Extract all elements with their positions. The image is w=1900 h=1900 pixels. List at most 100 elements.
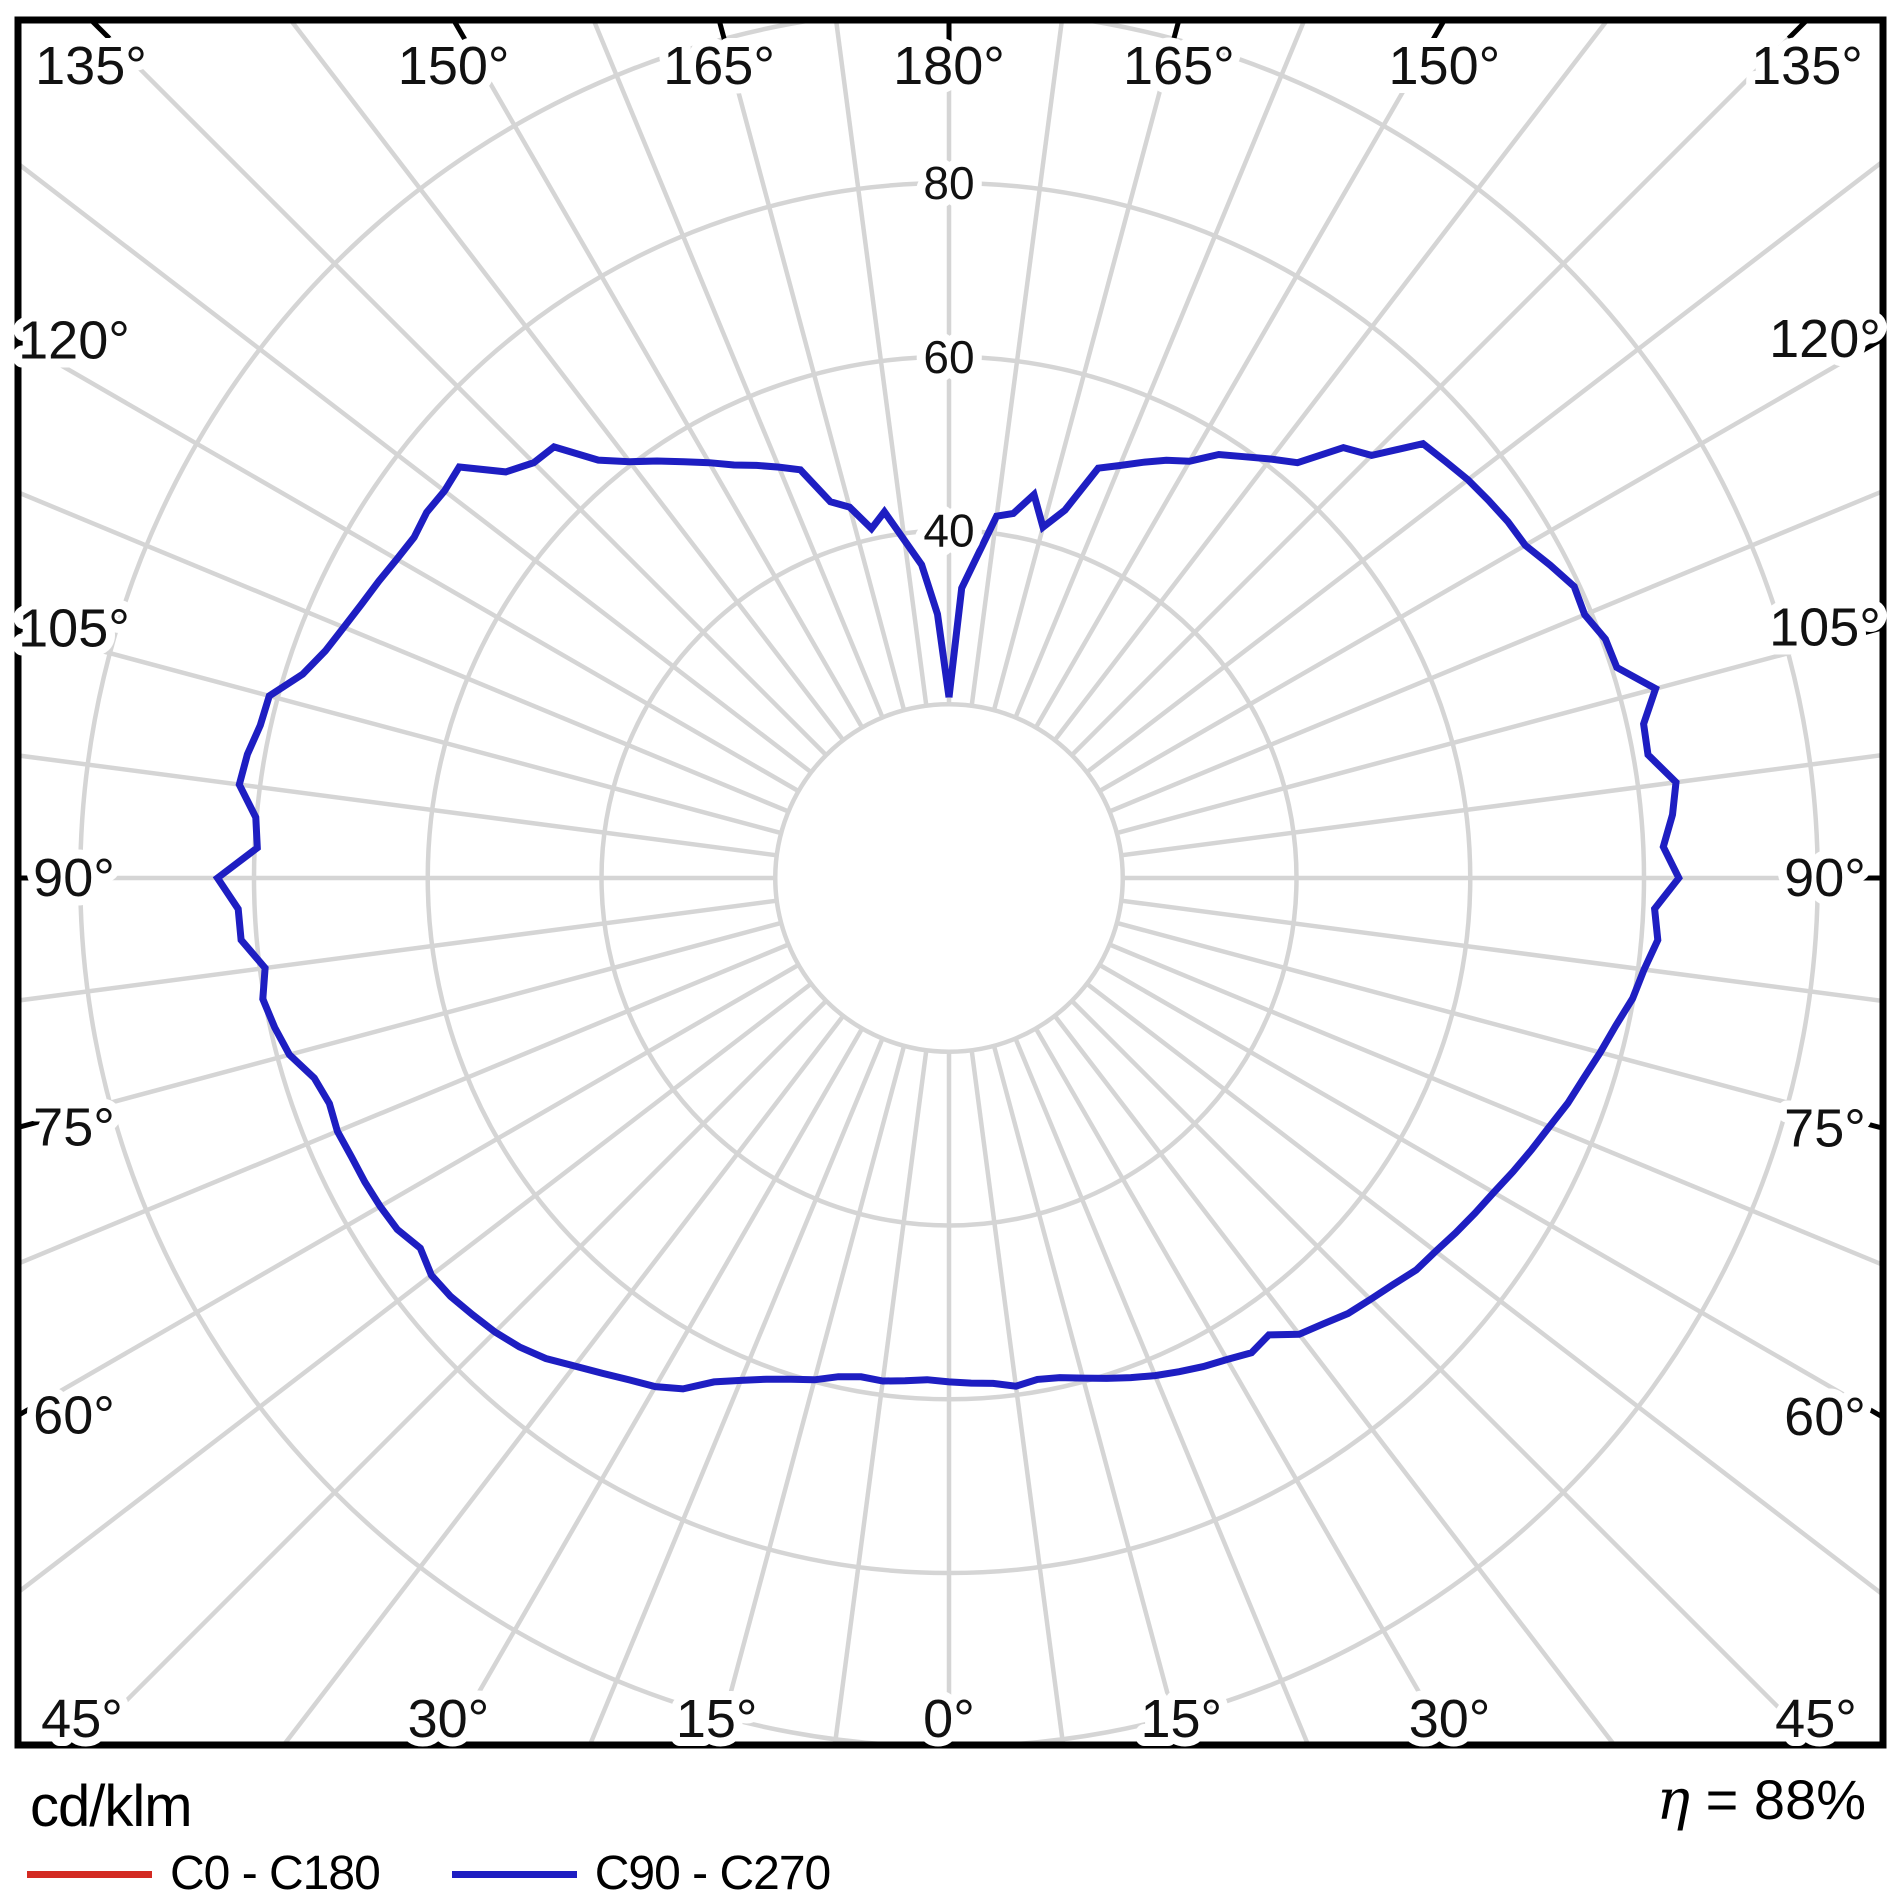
legend-item-c90-c270: C90 - C270 [451, 1847, 831, 1900]
efficiency-label: η = 88% [1657, 1772, 1866, 1829]
angle-label-180-right: 180° [893, 36, 1005, 96]
angle-label-150-left: 150° [398, 36, 510, 96]
angle-label-15-left: 15° [676, 1689, 758, 1749]
polar-ray-277.5 [18, 898, 778, 1003]
polar-ray-150 [1033, 20, 1447, 729]
angle-label-105-right: 105° [1769, 598, 1881, 658]
legend-item-c0-c180: C0 - C180 [27, 1847, 381, 1900]
angle-label-135-left: 135° [35, 36, 147, 96]
angle-tick-120-left [16, 338, 42, 356]
polar-ray-165 [991, 20, 1182, 711]
angle-label-45-left: 45° [41, 1689, 123, 1749]
angle-label-30-right: 30° [1409, 1689, 1491, 1749]
c90-c270-line-swatch [451, 1870, 577, 1878]
angle-label-150-right: 150° [1389, 36, 1501, 96]
polar-ray-247.5 [18, 489, 790, 814]
polar-ray-307.5 [18, 981, 813, 1596]
polar-ray-97.5 [1120, 752, 1883, 858]
angle-tick-150-right [1429, 18, 1447, 44]
angle-tick-165-right [1169, 19, 1182, 46]
polar-ray-225 [87, 20, 828, 757]
angle-tick-30-left [446, 1721, 464, 1747]
polar-ray-345 [714, 1045, 907, 1745]
polar-ray-322.5 [280, 1014, 846, 1745]
polar-ray-240 [18, 337, 800, 794]
efficiency-value: = 88% [1705, 1768, 1866, 1831]
polar-ray-75 [1116, 920, 1883, 1131]
polar-ray-67.5 [1108, 942, 1883, 1268]
legend-label-c90-c270: C90 - C270 [594, 1847, 831, 1900]
angle-label-75-right: 75° [1784, 1098, 1866, 1158]
polar-ray-187.5 [833, 20, 929, 707]
angle-label-60-left: 60° [33, 1386, 115, 1446]
polar-ray-142.5 [1052, 20, 1611, 742]
angle-tick-15-right [1172, 1719, 1184, 1746]
angle-tick-75-left [17, 1118, 44, 1130]
radial-labels: 40 60 80 [914, 148, 983, 566]
angle-label-120-left: 120° [18, 310, 130, 370]
angle-tick-60-left [16, 1400, 42, 1418]
angle-tick-105-right [1857, 625, 1884, 637]
angle-label-105-left: 105° [18, 599, 130, 659]
polar-ray-285 [18, 920, 782, 1130]
polar-ray-195 [716, 20, 907, 711]
angle-tick-135-right [1786, 18, 1809, 41]
polar-ray-22.5 [1013, 1037, 1311, 1745]
angle-label-90-left: 90° [33, 848, 115, 908]
polar-ray-292.5 [18, 942, 790, 1267]
polar-ray-202.5 [591, 20, 885, 719]
polar-ray-315 [78, 999, 828, 1745]
angle-tick-105-left [17, 626, 44, 638]
polar-ray-105 [1116, 625, 1883, 836]
angle-label-15-right: 15° [1140, 1689, 1222, 1749]
angle-tick-120-right [1859, 336, 1885, 354]
angle-labels: 0° 15° 15° 30° 30° 45° 45° 60° 60° 75° 75° 90° 90° 10… [9, 27, 1890, 1758]
polar-ray-255 [18, 626, 782, 836]
polar-ray-127.5 [1085, 158, 1883, 775]
eta-symbol: η [1656, 1768, 1691, 1833]
angle-tick-45-left [80, 1724, 103, 1747]
polar-ray-60 [1098, 962, 1883, 1420]
legend-label-c0-c180: C0 - C180 [170, 1847, 381, 1900]
angle-label-75-left: 75° [33, 1097, 115, 1157]
polar-ray-112.5 [1108, 488, 1883, 814]
polar-chart: 0° 15° 15° 30° 30° 45° 45° 60° 60° 75° 75° 90° 90° 10… [9, 16, 1890, 1758]
radial-label-80: 80 [923, 157, 974, 209]
polar-grid [18, 20, 1883, 1745]
angle-label-90-right: 90° [1784, 848, 1866, 908]
angle-label-120-right: 120° [1769, 309, 1881, 369]
polar-ray-15 [991, 1045, 1184, 1745]
angle-label-135-right: 135° [1751, 36, 1863, 96]
angle-tick-135-left [89, 18, 112, 41]
polar-ray-217.5 [287, 20, 846, 742]
polar-ray-330 [445, 1027, 865, 1745]
angle-label-165-right: 165° [1123, 36, 1235, 96]
units-label: cd/klm [30, 1774, 193, 1839]
polar-ray-45 [1070, 999, 1820, 1745]
radial-label-40: 40 [923, 505, 974, 557]
polar-ray-82.5 [1120, 898, 1883, 1004]
polar-ray-7.5 [969, 1049, 1066, 1745]
border-ticks [16, 18, 1885, 1747]
angle-tick-150-left [451, 18, 469, 44]
polar-ray-172.5 [969, 20, 1065, 707]
polar-ray-337.5 [587, 1037, 885, 1745]
polar-ray-157.5 [1013, 20, 1307, 719]
polar-ray-210 [451, 20, 865, 729]
polar-ray-135 [1070, 20, 1811, 757]
polar-ray-30 [1033, 1027, 1453, 1745]
angle-tick-165-left [716, 19, 729, 46]
angle-label-30-left: 30° [408, 1689, 490, 1749]
angle-label-45-right: 45° [1775, 1689, 1857, 1749]
angle-tick-15-left [714, 1719, 726, 1746]
radial-label-60: 60 [923, 331, 974, 383]
angle-tick-30-right [1434, 1721, 1452, 1747]
c0-c180-line-swatch [27, 1870, 152, 1878]
polar-ray-352.5 [832, 1049, 929, 1745]
polar-ray-300 [18, 962, 800, 1419]
polar-ray-52.5 [1085, 981, 1883, 1598]
c90-c270-curve [212, 439, 1683, 1393]
polar-ray-37.5 [1052, 1014, 1618, 1745]
angle-tick-60-right [1859, 1402, 1885, 1420]
